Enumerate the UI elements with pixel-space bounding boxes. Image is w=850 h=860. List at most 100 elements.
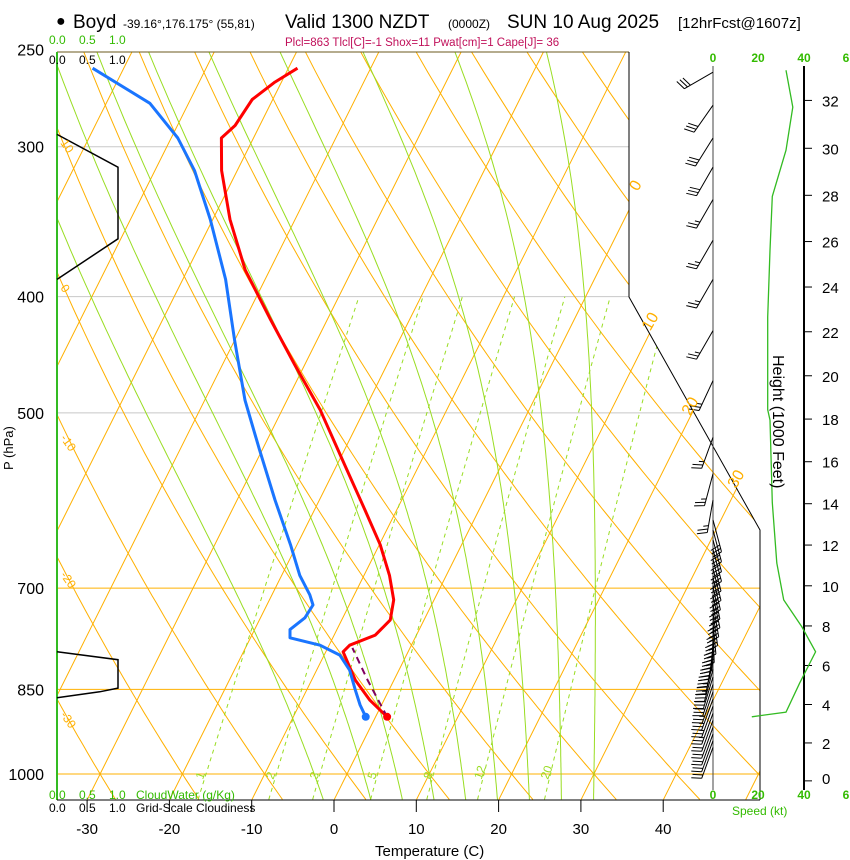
speed-axis-title: Speed (kt) (732, 804, 787, 818)
cloudiness-label: Grid-Scale Cloudiness (136, 801, 255, 815)
cloud-scale-label: 0.5 (79, 788, 96, 802)
mixing-ratio-line (312, 296, 463, 800)
dry-adiabat-line (249, 52, 760, 800)
isotherm-line (57, 52, 298, 800)
speed-tick-label: 40 (797, 51, 811, 65)
height-tick-label: 16 (822, 455, 839, 472)
wind-barb (692, 676, 714, 709)
dry-adiabat-line (304, 52, 760, 800)
cloud-scale-label: 0.0 (49, 801, 66, 815)
isotherm-line (663, 52, 760, 800)
y-axis-title: P (hPa) (1, 426, 16, 470)
wind-barb (691, 720, 714, 752)
pressure-label: 850 (17, 682, 44, 699)
height-tick-label: 18 (822, 412, 839, 429)
mixing-ratio-line (268, 296, 424, 800)
x-tick-label: -10 (241, 821, 263, 838)
valid-time: Valid 1300 NZDT (285, 12, 430, 33)
theta-label: -10 (58, 432, 80, 455)
dry-adiabat-line (194, 52, 701, 800)
wind-barb (691, 698, 714, 731)
speed-tick-label: 6 (843, 51, 850, 65)
pressure-label: 700 (17, 581, 44, 598)
height-tick-label: 28 (822, 188, 839, 205)
isotherm-label: 20 (679, 394, 703, 418)
wind-barb (686, 279, 714, 309)
wind-barb (691, 437, 714, 469)
dry-adiabat-line (83, 52, 534, 800)
isotherm-line (498, 52, 760, 800)
height-tick-label: 6 (822, 658, 830, 675)
isotherm-line (169, 52, 544, 800)
wind-barb (708, 586, 721, 625)
parcel-line (351, 647, 388, 718)
speed-tick-label: 20 (751, 51, 765, 65)
x-tick-label: 10 (408, 821, 425, 838)
wind-barb (686, 330, 714, 360)
isotherm-line (416, 52, 760, 800)
dry-adiabat-line (57, 52, 116, 800)
x-tick-label: -30 (76, 821, 98, 838)
wind-barb (685, 137, 714, 167)
cloud-scale-label: 0.0 (49, 53, 66, 67)
height-tick-label: 32 (822, 93, 839, 110)
moist-adiabat-line (279, 52, 498, 800)
station-coords: -39.16°,176.175° (55,81) (123, 17, 255, 31)
mixing-ratio-line (477, 296, 611, 800)
mixing-ratio-line (197, 296, 360, 800)
dry-adiabat-line (360, 52, 760, 800)
station-bullet: ● (56, 13, 66, 30)
moist-adiabat-line (208, 52, 467, 800)
wind-barb (691, 726, 714, 759)
background-lines (57, 52, 760, 800)
x-tick-label: 30 (573, 821, 590, 838)
mixing-ratio-label: 8 (420, 770, 436, 781)
x-tick-label: 40 (655, 821, 672, 838)
dry-adiabat-line (57, 52, 450, 800)
wind-speed-line (751, 70, 817, 718)
wind-barb (709, 577, 721, 616)
dry-adiabat-line (637, 52, 760, 800)
height-tick-label: 0 (822, 771, 830, 788)
speed-tick-label: 0 (710, 51, 717, 65)
speed-tick-label: 20 (751, 788, 765, 802)
station-name: Boyd (73, 12, 116, 33)
x-tick-label: 20 (490, 821, 507, 838)
theta-label: 0 (58, 282, 73, 296)
x-tick-label: -20 (159, 821, 181, 838)
moist-adiabat-line (454, 52, 562, 800)
cloudiness-profile (56, 133, 119, 281)
isotherm-line (86, 52, 462, 800)
isotherm-line (57, 52, 380, 800)
mixing-ratio-line (426, 296, 566, 800)
valid-date: SUN 10 Aug 2025 (507, 12, 659, 33)
theta-label: -30 (58, 709, 80, 732)
dry-adiabat-line (581, 52, 760, 800)
wind-barb (684, 104, 714, 133)
pressure-label: 1000 (8, 767, 44, 784)
mixing-ratio-label: 3 (307, 770, 323, 781)
wind-barb (691, 733, 714, 766)
height-tick-label: 12 (822, 538, 839, 555)
forecast-info: [12hrFcst@1607z] (678, 15, 801, 32)
frame-right (628, 52, 761, 800)
height-tick-label: 30 (822, 141, 839, 158)
height-axis-title: Height (1000 Feet) (769, 355, 786, 488)
isotherm-label: 10 (639, 310, 663, 334)
cloud-scale-label: 1.0 (109, 33, 126, 47)
cloud-scale-label: 0.5 (79, 801, 96, 815)
wind-barb (692, 684, 714, 717)
wind-barb (696, 499, 714, 535)
mixing-ratio-label: 1 (192, 770, 208, 781)
cloud-scale-label: 1.0 (109, 53, 126, 67)
wind-barb (691, 691, 714, 724)
isotherm-line (251, 52, 627, 800)
moist-adiabat-line (545, 52, 596, 800)
height-tick-label: 20 (822, 369, 839, 386)
surface-temperature-dot (383, 712, 392, 721)
dry-adiabat-line (415, 52, 760, 800)
wind-barb (686, 240, 714, 270)
wind-barb (694, 473, 714, 507)
height-tick-label: 4 (822, 697, 830, 714)
cloudiness-profile (56, 651, 119, 699)
